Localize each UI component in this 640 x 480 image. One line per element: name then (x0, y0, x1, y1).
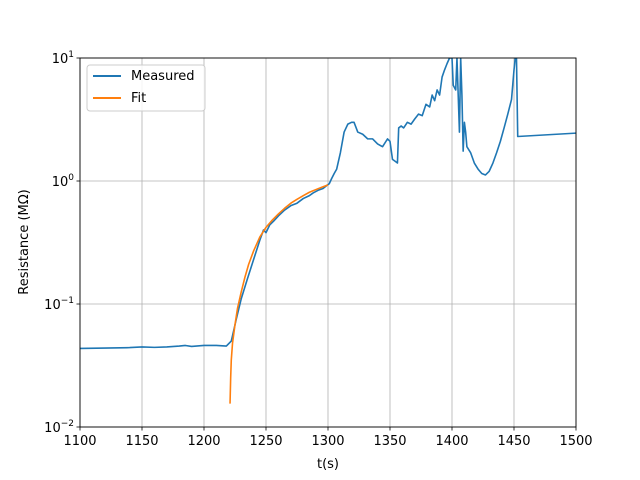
x-tick-label: 1250 (249, 434, 282, 449)
series-line-fit (229, 184, 329, 404)
y-tick-label: 100 (52, 173, 75, 190)
series-line-measured (80, 58, 576, 350)
y-tick-label: 10−1 (44, 296, 74, 313)
x-tick-label: 1400 (435, 434, 468, 449)
axis-ticks: 1100 1150 1200 1250 1300 1350 1400 1450 1500 10−2… (44, 50, 592, 449)
x-tick-label: 1300 (311, 434, 344, 449)
x-tick-label: 1450 (497, 434, 530, 449)
x-axis-label: t(s) (317, 457, 339, 472)
legend-label-measured: Measured (131, 69, 195, 84)
y-tick-label: 101 (52, 50, 74, 67)
x-tick-label: 1350 (373, 434, 406, 449)
series-layer (80, 58, 576, 404)
x-tick-label: 1500 (559, 434, 592, 449)
legend-label-fit: Fit (131, 91, 146, 106)
y-tick-label: 10−2 (44, 419, 74, 436)
x-tick-label: 1100 (63, 434, 96, 449)
legend: Measured Fit (86, 64, 206, 112)
y-axis-label: Resistance (MΩ) (17, 189, 32, 294)
x-tick-label: 1150 (125, 434, 158, 449)
x-tick-label: 1200 (187, 434, 220, 449)
